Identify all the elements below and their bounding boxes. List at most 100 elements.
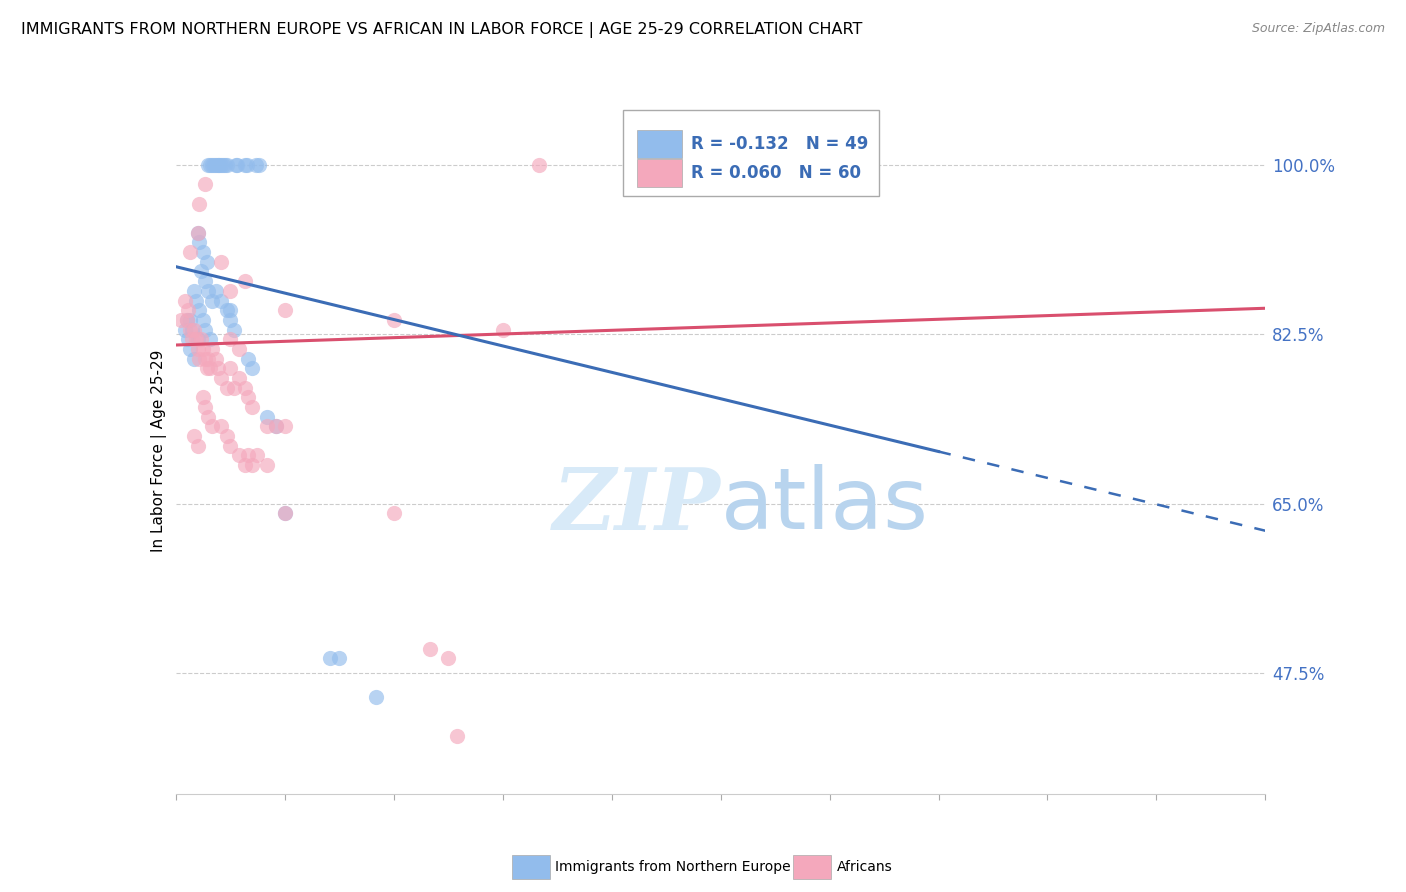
- Point: [176, 313, 198, 327]
- Point: [188, 235, 211, 250]
- Point: [219, 332, 242, 346]
- Point: [492, 322, 515, 336]
- Point: [219, 284, 242, 298]
- Point: [222, 381, 245, 395]
- FancyBboxPatch shape: [637, 160, 682, 187]
- Point: [201, 419, 224, 434]
- Point: [186, 439, 209, 453]
- Point: [201, 293, 224, 308]
- Text: R = -0.132   N = 49: R = -0.132 N = 49: [692, 135, 869, 153]
- Point: [446, 729, 468, 743]
- Point: [181, 322, 204, 336]
- Point: [246, 448, 269, 462]
- Point: [197, 158, 219, 172]
- Point: [184, 293, 207, 308]
- Point: [183, 429, 205, 443]
- Point: [215, 381, 238, 395]
- Point: [184, 332, 207, 346]
- Point: [179, 342, 201, 356]
- Point: [202, 158, 225, 172]
- Text: Africans: Africans: [837, 860, 893, 874]
- Point: [209, 255, 232, 269]
- Point: [200, 361, 222, 376]
- Point: [200, 332, 222, 346]
- Text: R = 0.060   N = 60: R = 0.060 N = 60: [692, 164, 860, 182]
- Point: [233, 381, 256, 395]
- FancyBboxPatch shape: [637, 130, 682, 158]
- Point: [274, 506, 297, 520]
- Point: [245, 158, 267, 172]
- Point: [247, 158, 270, 172]
- Point: [195, 255, 218, 269]
- Point: [240, 400, 263, 414]
- Point: [204, 284, 226, 298]
- Point: [222, 322, 245, 336]
- Point: [328, 651, 350, 665]
- Point: [204, 158, 226, 172]
- Point: [219, 313, 242, 327]
- Point: [194, 400, 217, 414]
- Point: [264, 419, 287, 434]
- Point: [188, 303, 211, 318]
- Point: [200, 158, 222, 172]
- Point: [364, 690, 387, 705]
- Point: [201, 158, 224, 172]
- Point: [209, 293, 232, 308]
- Point: [207, 158, 229, 172]
- Y-axis label: In Labor Force | Age 25-29: In Labor Force | Age 25-29: [152, 350, 167, 551]
- Point: [233, 274, 256, 288]
- Point: [209, 419, 232, 434]
- Point: [179, 245, 201, 260]
- Point: [176, 313, 198, 327]
- Point: [191, 245, 214, 260]
- Point: [233, 158, 256, 172]
- Point: [186, 226, 209, 240]
- Point: [183, 284, 205, 298]
- Point: [195, 361, 218, 376]
- Point: [235, 158, 257, 172]
- Point: [240, 361, 263, 376]
- Point: [177, 332, 200, 346]
- Point: [191, 342, 214, 356]
- Point: [197, 409, 219, 424]
- Point: [191, 313, 214, 327]
- Point: [256, 458, 278, 472]
- Point: [228, 371, 250, 385]
- Point: [177, 303, 200, 318]
- Point: [264, 419, 287, 434]
- Point: [256, 419, 278, 434]
- Point: [225, 158, 247, 172]
- Point: [190, 332, 212, 346]
- Point: [194, 274, 217, 288]
- Point: [197, 351, 219, 366]
- Point: [212, 158, 235, 172]
- Point: [240, 458, 263, 472]
- Point: [382, 313, 405, 327]
- Text: Immigrants from Northern Europe: Immigrants from Northern Europe: [555, 860, 792, 874]
- Point: [209, 158, 232, 172]
- Point: [233, 458, 256, 472]
- Point: [219, 439, 242, 453]
- Point: [219, 303, 242, 318]
- Point: [186, 226, 209, 240]
- Point: [274, 303, 297, 318]
- Point: [204, 351, 226, 366]
- Point: [179, 313, 201, 327]
- Point: [226, 158, 249, 172]
- Point: [527, 158, 550, 172]
- Text: ZIP: ZIP: [553, 464, 721, 547]
- Text: IMMIGRANTS FROM NORTHERN EUROPE VS AFRICAN IN LABOR FORCE | AGE 25-29 CORRELATIO: IMMIGRANTS FROM NORTHERN EUROPE VS AFRIC…: [21, 22, 862, 38]
- Point: [382, 506, 405, 520]
- Text: atlas: atlas: [721, 464, 928, 547]
- Point: [170, 313, 193, 327]
- Point: [173, 293, 195, 308]
- Point: [228, 448, 250, 462]
- FancyBboxPatch shape: [623, 111, 879, 196]
- Point: [419, 641, 441, 656]
- Point: [179, 322, 201, 336]
- Point: [190, 264, 212, 278]
- Point: [181, 332, 204, 346]
- Point: [201, 342, 224, 356]
- Point: [188, 196, 211, 211]
- Point: [274, 506, 297, 520]
